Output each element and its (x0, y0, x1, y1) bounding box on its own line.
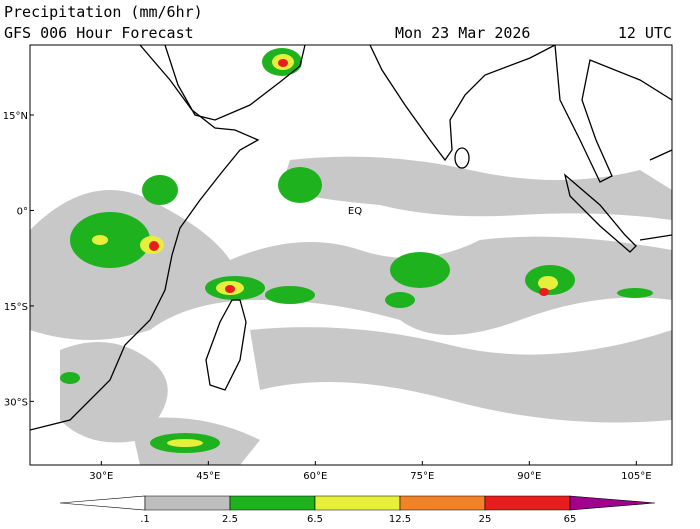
colorbar-label: 6.5 (307, 514, 323, 525)
colorbar-segment (569, 495, 656, 511)
coastline-sumatra (563, 173, 637, 253)
y-tick-label: 15°S (4, 302, 28, 313)
colorbar-segment (59, 495, 146, 511)
coastline-arabia (164, 45, 306, 121)
y-tick-label: 30°S (4, 397, 28, 408)
colorbar-segment (399, 495, 486, 511)
coastline-borneo (639, 149, 672, 241)
time: 12 UTC (618, 24, 672, 42)
colorbar-label: 2.5 (222, 514, 238, 525)
colorbar-label: 25 (479, 514, 492, 525)
precip-light (30, 156, 672, 465)
y-tick-label: 15°N (3, 111, 28, 122)
title: Precipitation (mm/6hr) (4, 3, 203, 21)
colorbar-segment (144, 495, 231, 511)
equator-label: EQ (348, 206, 362, 217)
x-tick-label: 30°E (89, 471, 113, 482)
x-tick-label: 105°E (621, 471, 651, 482)
map-layer (30, 45, 672, 465)
colorbar-segment (484, 495, 571, 511)
coastline-india (369, 45, 556, 162)
x-tick-label: 45°E (196, 471, 220, 482)
x-tick-label: 60°E (303, 471, 327, 482)
colorbar-label: .1 (140, 514, 150, 525)
date: Mon 23 Mar 2026 (395, 24, 530, 42)
coastline-africa (30, 45, 260, 431)
colorbar-label: 65 (564, 514, 577, 525)
colorbar-segment (229, 495, 316, 511)
x-tick-label: 90°E (517, 471, 541, 482)
map-frame (29, 44, 673, 466)
coastline-madagascar (205, 299, 247, 391)
subtitle: GFS 006 Hour Forecast (4, 24, 194, 42)
coastline-malaya (554, 45, 672, 183)
colorbar-segment (314, 495, 401, 511)
colorbar: .1 2.5 6.5 12.5 25 65 (59, 495, 656, 525)
coastline-sri-lanka (454, 147, 470, 169)
precip-intense (149, 59, 549, 296)
x-tick-label: 75°E (410, 471, 434, 482)
colorbar-label: 12.5 (389, 514, 411, 525)
y-tick-label: 0° (17, 206, 28, 217)
